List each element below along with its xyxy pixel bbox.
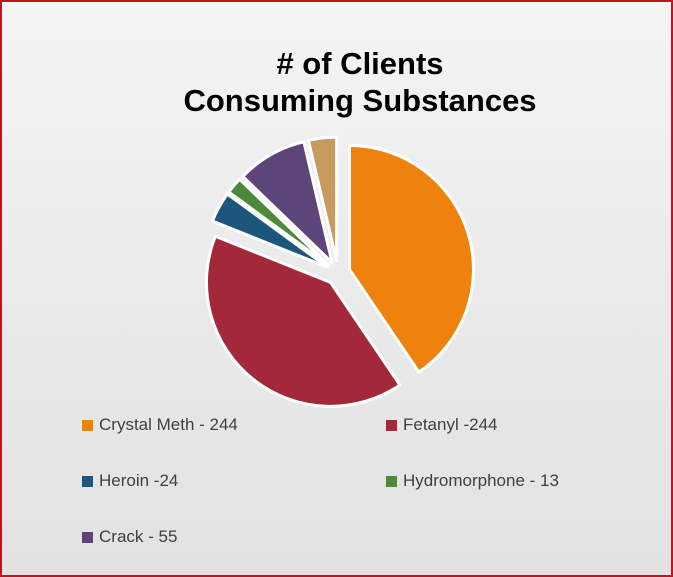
legend-item-fetanyl: Fetanyl -244 (386, 415, 498, 435)
pie-slice-heroin (210, 192, 330, 269)
legend-swatch-crystal-meth (82, 419, 93, 431)
legend-label-hydromorphone: Hydromorphone - 13 (403, 471, 559, 490)
legend-item-hydromorphone: Hydromorphone - 13 (386, 471, 559, 491)
pie-slice-crystal-meth (347, 143, 475, 374)
legend-label-crystal-meth: Crystal Meth - 244 (99, 415, 238, 434)
legend-swatch-hydromorphone (386, 475, 397, 487)
legend-item-crystal-meth: Crystal Meth - 244 (82, 415, 238, 435)
chart-title: # of Clients Consuming Substances (0, 45, 673, 119)
legend-swatch-crack (82, 531, 93, 543)
legend-label-heroin: Heroin -24 (99, 471, 179, 490)
legend-label-fetanyl: Fetanyl -244 (403, 415, 498, 434)
legend-item-heroin: Heroin -24 (82, 471, 178, 491)
legend-swatch-heroin (82, 475, 93, 487)
pie-slice-other (306, 135, 339, 263)
legend-item-crack: Crack - 55 (82, 527, 177, 547)
chart-title-line-2: Consuming Substances (183, 83, 537, 118)
chart-title-line-1: # of Clients (276, 46, 444, 81)
legend-swatch-fetanyl (386, 419, 397, 431)
pie-slice-crack (241, 140, 334, 265)
pie-slice-hydromorphone (227, 177, 331, 267)
pie-slice-fetanyl (204, 234, 402, 408)
legend-label-crack: Crack - 55 (99, 527, 178, 546)
